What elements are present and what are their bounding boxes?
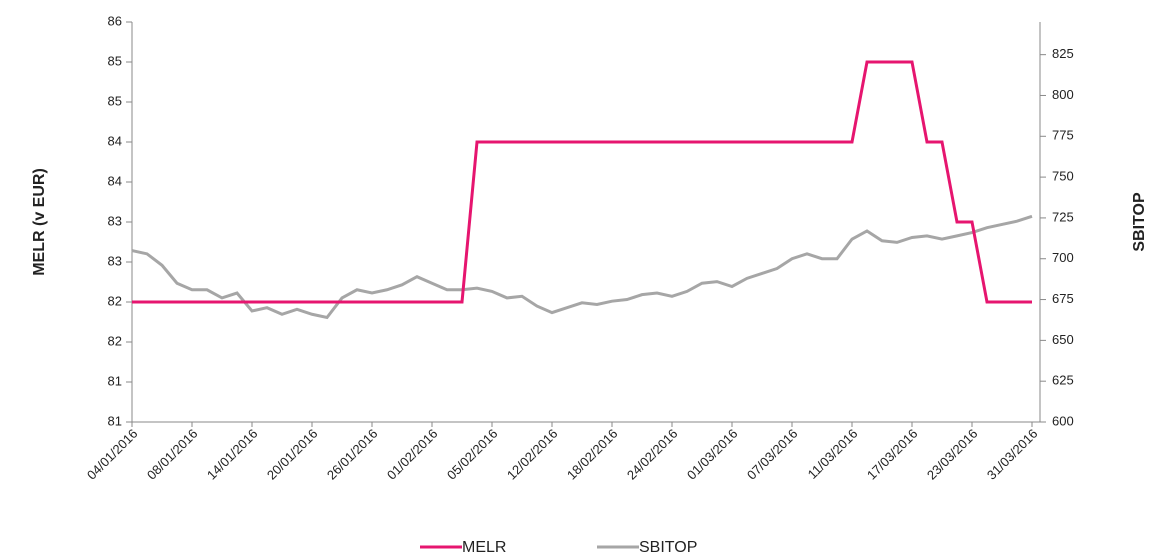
x-tick-label: 12/02/2016 (504, 426, 561, 483)
y2-tick-label: 675 (1052, 291, 1074, 306)
x-tick-label: 26/01/2016 (324, 426, 381, 483)
y2-tick-label: 825 (1052, 46, 1074, 61)
x-tick-label: 01/02/2016 (384, 426, 441, 483)
x-tick-label: 04/01/2016 (84, 426, 141, 483)
legend-label: SBITOP (639, 539, 697, 556)
series-line (132, 60, 1032, 304)
y2-tick-label: 625 (1052, 373, 1074, 388)
x-tick-label: 07/03/2016 (744, 426, 801, 483)
y2-tick-label: 650 (1052, 332, 1074, 347)
y-tick-label: 83 (108, 213, 122, 228)
x-tick-label: 11/03/2016 (805, 426, 861, 482)
y-tick-label: 84 (108, 133, 122, 148)
x-tick-label: 24/02/2016 (624, 426, 681, 483)
legend-label: MELR (462, 539, 506, 556)
x-tick-label: 20/01/2016 (264, 426, 321, 483)
y2-tick-label: 775 (1052, 128, 1074, 143)
y-tick-label: 81 (108, 373, 122, 388)
y-tick-label: 85 (108, 93, 122, 108)
y2-tick-label: 600 (1052, 413, 1074, 428)
x-tick-label: 18/02/2016 (564, 426, 621, 483)
x-tick-label: 14/01/2016 (204, 426, 261, 483)
series-line (131, 214, 1033, 320)
x-tick-label: 05/02/2016 (444, 426, 501, 483)
y2-axis-title: SBITOP (1131, 192, 1148, 252)
y2-tick-label: 800 (1052, 87, 1074, 102)
y2-tick-label: 700 (1052, 250, 1074, 265)
x-tick-label: 08/01/2016 (144, 426, 201, 483)
y-tick-label: 81 (108, 413, 122, 428)
x-tick-label: 31/03/2016 (984, 426, 1041, 483)
y-tick-label: 84 (108, 173, 122, 188)
x-tick-label: 01/03/2016 (684, 426, 741, 483)
x-tick-label: 17/03/2016 (864, 426, 921, 483)
y2-tick-label: 750 (1052, 169, 1074, 184)
y-tick-label: 85 (108, 53, 122, 68)
y-tick-label: 82 (108, 333, 122, 348)
y2-tick-label: 725 (1052, 209, 1074, 224)
y-axis-title: MELR (v EUR) (31, 168, 48, 276)
y-tick-label: 83 (108, 253, 122, 268)
x-tick-label: 23/03/2016 (924, 426, 981, 483)
y-tick-label: 82 (108, 293, 122, 308)
y-tick-label: 86 (108, 13, 122, 28)
